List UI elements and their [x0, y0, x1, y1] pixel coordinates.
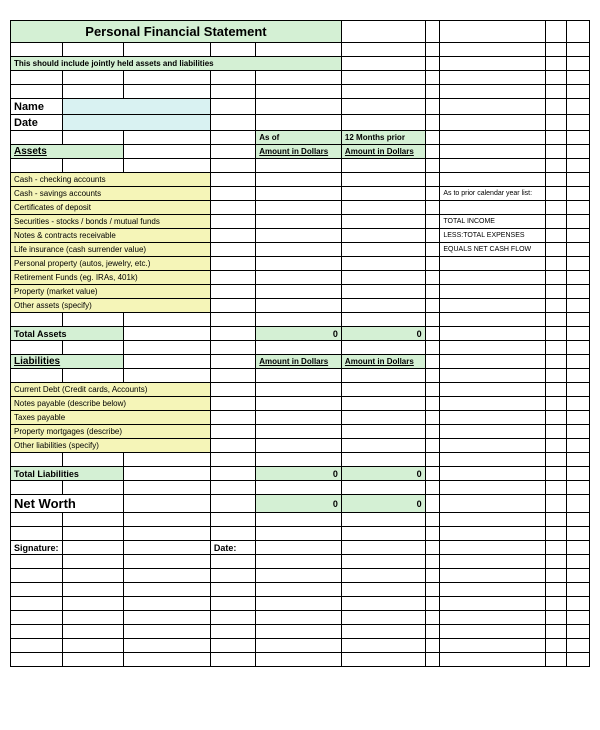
document-title: Personal Financial Statement: [11, 21, 342, 43]
name-input[interactable]: [62, 99, 210, 115]
amount-header-2: Amount in Dollars: [341, 145, 425, 159]
total-liabilities-val2: 0: [341, 467, 425, 481]
signature-label: Signature:: [11, 541, 63, 555]
liability-row[interactable]: Taxes payable: [11, 411, 211, 425]
total-assets-val2: 0: [341, 327, 425, 341]
networth-label: Net Worth: [11, 495, 124, 513]
asset-row[interactable]: Personal property (autos, jewelry, etc.): [11, 257, 211, 271]
asset-row[interactable]: Retirement Funds (eg. IRAs, 401k): [11, 271, 211, 285]
subtitle: This should include jointly held assets …: [11, 57, 342, 71]
liability-row[interactable]: Other liabilities (specify): [11, 439, 211, 453]
months-prior-header: 12 Months prior: [341, 131, 425, 145]
asset-row[interactable]: Other assets (specify): [11, 299, 211, 313]
asset-row[interactable]: Cash - savings accounts: [11, 187, 211, 201]
asof-header: As of: [256, 131, 342, 145]
total-liabilities-val1: 0: [256, 467, 342, 481]
total-assets-label: Total Assets: [11, 327, 124, 341]
date2-input[interactable]: [256, 541, 342, 555]
date2-label: Date:: [210, 541, 255, 555]
asset-row[interactable]: Cash - checking accounts: [11, 173, 211, 187]
side-note-expenses: LESS:TOTAL EXPENSES: [440, 229, 546, 243]
side-note-prior: As to prior calendar year list:: [440, 187, 546, 201]
side-note-income: TOTAL INCOME: [440, 215, 546, 229]
liabilities-header: Liabilities: [11, 355, 124, 369]
asset-row[interactable]: Life insurance (cash surrender value): [11, 243, 211, 257]
asset-row[interactable]: Property (market value): [11, 285, 211, 299]
asset-row[interactable]: Securities - stocks / bonds / mutual fun…: [11, 215, 211, 229]
signature-input[interactable]: [62, 541, 123, 555]
asset-row[interactable]: Notes & contracts receivable: [11, 229, 211, 243]
liability-row[interactable]: Notes payable (describe below): [11, 397, 211, 411]
liability-row[interactable]: Property mortgages (describe): [11, 425, 211, 439]
date-label: Date: [11, 115, 63, 131]
amount-header-3: Amount in Dollars: [256, 355, 342, 369]
amount-header-1: Amount in Dollars: [256, 145, 342, 159]
amount-header-4: Amount in Dollars: [341, 355, 425, 369]
liability-row[interactable]: Current Debt (Credit cards, Accounts): [11, 383, 211, 397]
side-note-cashflow: EQUALS NET CASH FLOW: [440, 243, 546, 257]
financial-statement-table: Personal Financial Statement This should…: [10, 20, 590, 667]
total-assets-val1: 0: [256, 327, 342, 341]
networth-val2: 0: [341, 495, 425, 513]
assets-header: Assets: [11, 145, 124, 159]
asset-row[interactable]: Certificates of deposit: [11, 201, 211, 215]
networth-val1: 0: [256, 495, 342, 513]
name-label: Name: [11, 99, 63, 115]
date-input[interactable]: [62, 115, 210, 131]
total-liabilities-label: Total Liabilities: [11, 467, 124, 481]
